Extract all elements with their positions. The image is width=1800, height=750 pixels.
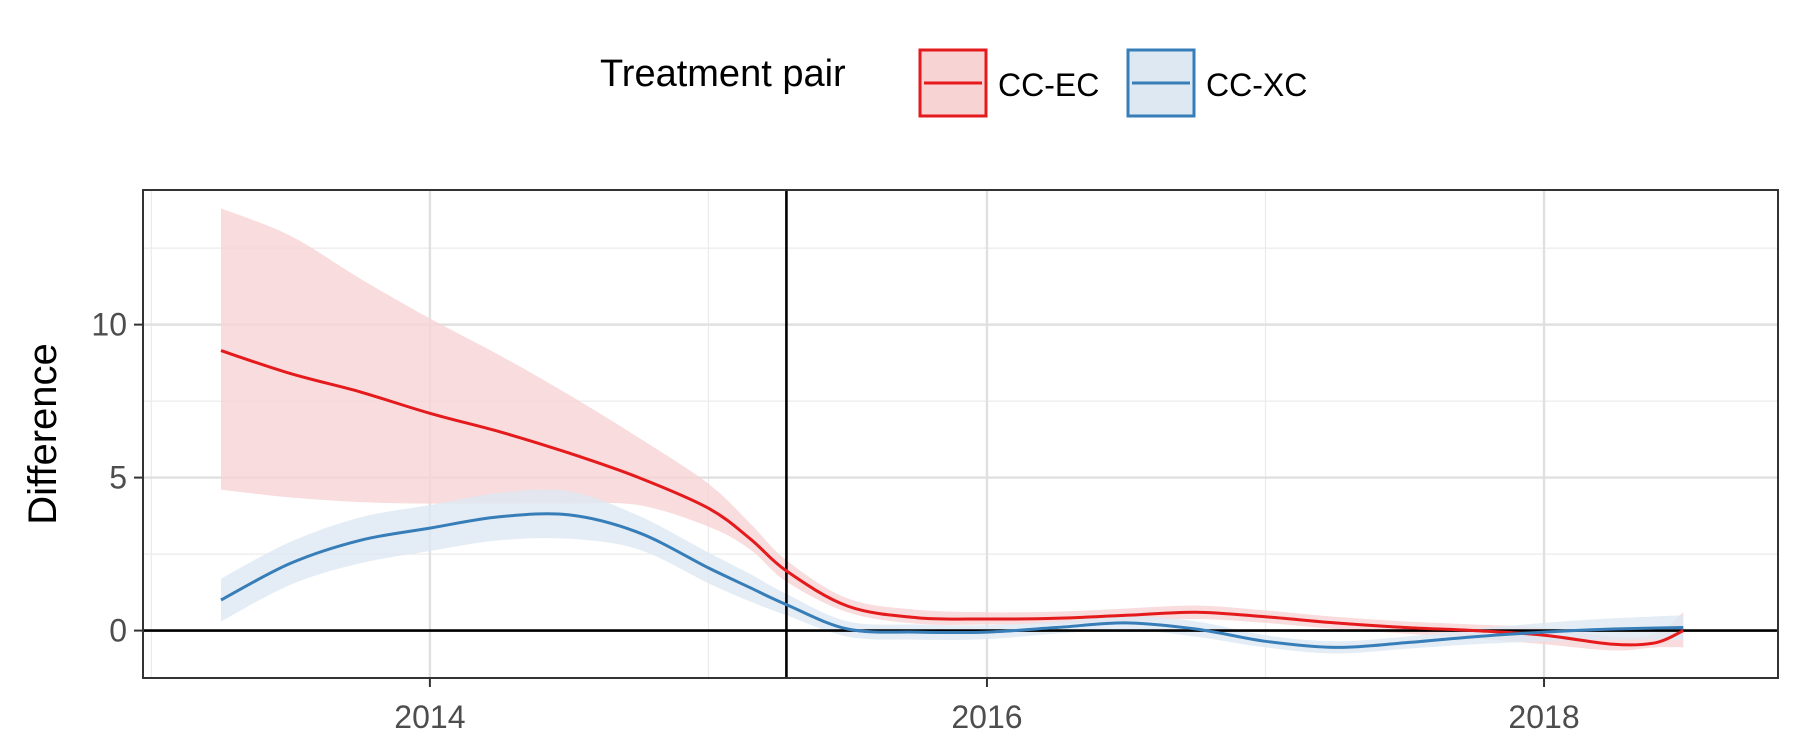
series-lines xyxy=(220,349,1684,649)
series-line-cc-ec xyxy=(220,349,1684,647)
x-tick-label: 2014 xyxy=(394,699,465,735)
x-tick-label: 2018 xyxy=(1508,699,1579,735)
y-tick-label: 5 xyxy=(109,460,127,496)
legend: Treatment pair CC-EC CC-XC xyxy=(600,48,1307,118)
reference-lines xyxy=(143,190,1778,678)
x-axis: 2014 2016 2018 xyxy=(394,678,1580,735)
confidence-ribbon-cc-ec xyxy=(221,208,1684,651)
y-axis-label: Difference xyxy=(21,343,65,525)
y-axis: 0 5 10 xyxy=(91,307,143,649)
legend-item-cc-ec: CC-EC xyxy=(918,48,1099,118)
legend-item-cc-xc: CC-XC xyxy=(1126,48,1307,118)
series-line-cc-xc xyxy=(220,512,1684,649)
legend-title: Treatment pair xyxy=(600,53,846,95)
legend-label-cc-ec: CC-EC xyxy=(998,67,1099,103)
panel-border xyxy=(142,189,1779,679)
confidence-ribbon-cc-xc xyxy=(221,489,1684,654)
y-tick-label: 0 xyxy=(109,613,127,649)
legend-label-cc-xc: CC-XC xyxy=(1206,67,1307,103)
y-tick-label: 10 xyxy=(91,307,127,343)
x-tick-label: 2016 xyxy=(951,699,1022,735)
plot-panel xyxy=(142,189,1779,679)
confidence-ribbons xyxy=(221,208,1684,654)
